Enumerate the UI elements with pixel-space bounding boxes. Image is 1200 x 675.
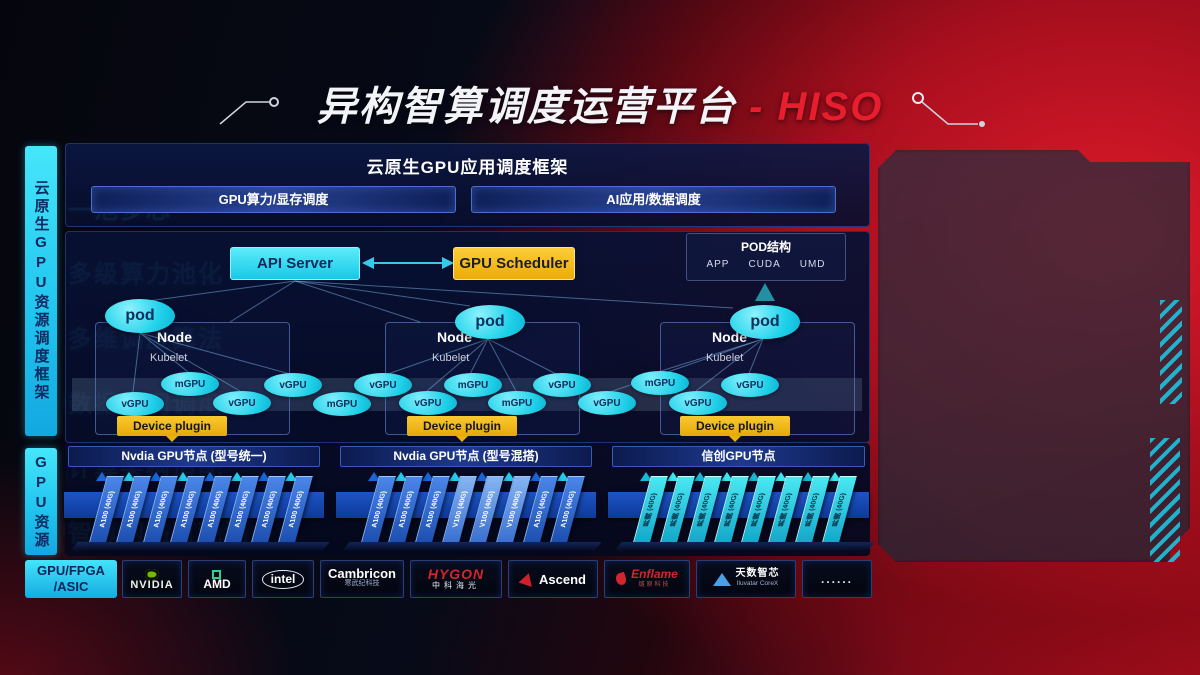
vendor-amd: AMD bbox=[188, 560, 246, 598]
gpu-cards-row-1: A100 (40G) A100 (40G) A100 (40G) A100 (4… bbox=[89, 476, 313, 542]
vgpu-ellipse: vGPU bbox=[721, 373, 779, 397]
vendor-cambricon: Cambricon 寒武纪科技 bbox=[320, 560, 404, 598]
vgpu-ellipse: vGPU bbox=[264, 373, 322, 397]
vendor-nvidia: NVIDIA bbox=[122, 560, 182, 598]
hazard-stripes-decoration bbox=[1160, 300, 1182, 404]
vendor-enflame: Enflame 燧原科技 bbox=[604, 560, 690, 598]
device-plugin-tag-2: Device plugin bbox=[407, 416, 517, 442]
ascend-icon bbox=[518, 571, 536, 587]
mgpu-ellipse: mGPU bbox=[631, 371, 689, 395]
node-label-1: Node bbox=[157, 329, 192, 345]
iluvatar-icon bbox=[712, 572, 731, 586]
rail-cloud-native-gpu-framework: 云原生GPU资源调度框架 bbox=[25, 146, 57, 436]
amd-icon bbox=[212, 569, 222, 579]
shelf-floor bbox=[342, 542, 602, 551]
circuit-decoration-right bbox=[912, 92, 985, 127]
shelf-floor bbox=[70, 542, 330, 551]
arrow-triangles-row bbox=[368, 472, 569, 481]
rail-gpu-resources: GPU资源 bbox=[25, 448, 57, 555]
vgpu-ellipse: vGPU bbox=[669, 391, 727, 415]
pod-structure-title: POD结构 bbox=[740, 240, 791, 254]
pod-struct-item-cuda: CUDA bbox=[748, 259, 781, 270]
mgpu-ellipse: mGPU bbox=[313, 392, 371, 416]
gpu-cards-row-2: A100 (40G) A100 (40G) A100 (40G) V100 (4… bbox=[361, 476, 585, 542]
vgpu-ellipse: vGPU bbox=[578, 391, 636, 415]
title-text: 异构智算调度运营平台 bbox=[316, 85, 737, 129]
device-plugin-tag-3: Device plugin bbox=[680, 416, 790, 442]
vendor-ascend: Ascend bbox=[508, 560, 598, 598]
feature-panel bbox=[878, 150, 1190, 562]
gpu-group-header-3: 信创GPU节点 bbox=[612, 446, 865, 467]
intel-icon: intel bbox=[261, 569, 305, 589]
mgpu-ellipse: mGPU bbox=[444, 373, 502, 397]
arrow-triangles-row bbox=[96, 472, 297, 481]
kubelet-label-1: Kubelet bbox=[150, 352, 188, 364]
mgpu-ellipse: mGPU bbox=[488, 391, 546, 415]
rail-top-label: 云原生GPU资源调度框架 bbox=[32, 180, 50, 402]
shelf-floor bbox=[614, 542, 875, 551]
app-panel-title: 云原生GPU应用调度框架 bbox=[366, 158, 569, 177]
gpu-group-header-2: Nvdia GPU节点 (型号混搭) bbox=[340, 446, 592, 467]
gpu-group-xinchuang: 信创GPU节点 昇腾 (40G) 昇腾 (40G) 昇腾 (40G) 昇腾 (4… bbox=[608, 446, 875, 554]
enflame-icon bbox=[614, 571, 628, 587]
arrow-triangles-row bbox=[640, 472, 841, 481]
vgpu-ellipse: vGPU bbox=[213, 391, 271, 415]
device-plugin-tag-1: Device plugin bbox=[117, 416, 227, 442]
vendor-more: ...... bbox=[802, 560, 872, 598]
pod-struct-item-umd: UMD bbox=[799, 259, 826, 270]
pod-ellipse-1: pod bbox=[105, 299, 175, 333]
vendor-intel: intel bbox=[252, 560, 314, 598]
pod-ellipse-3: pod bbox=[730, 305, 800, 339]
hazard-stripes-decoration bbox=[1150, 438, 1180, 562]
vgpu-ellipse: vGPU bbox=[533, 373, 591, 397]
gpu-group-nvidia-mixed: Nvdia GPU节点 (型号混搭) A100 (40G) A100 (40G)… bbox=[336, 446, 602, 554]
gpu-cards-row-3: 昇腾 (40G) 昇腾 (40G) 昇腾 (40G) 昇腾 (40G) 昇腾 (… bbox=[633, 476, 857, 542]
mgpu-ellipse: mGPU bbox=[161, 372, 219, 396]
gpu-fpga-asic-label: GPU/FPGA /ASIC bbox=[25, 560, 117, 598]
rail-bottom-label: GPU资源 bbox=[32, 453, 50, 550]
app-scheduling-panel: 云原生GPU应用调度框架 GPU算力/显存调度 AI应用/数据调度 bbox=[65, 143, 870, 227]
bar-gpu-compute-vram-scheduling: GPU算力/显存调度 bbox=[91, 186, 456, 213]
vendor-iluvatar: 天数智芯 Iluvatar CoreX bbox=[696, 560, 796, 598]
vgpu-ellipse: vGPU bbox=[106, 392, 164, 416]
pod-ellipse-2: pod bbox=[455, 305, 525, 339]
page-title: 异构智算调度运营平台 - HISO bbox=[0, 74, 1200, 132]
pod-structure-box: POD结构 APP CUDA UMD bbox=[686, 233, 846, 281]
api-server-box: API Server bbox=[230, 247, 360, 280]
gpu-scheduler-box: GPU Scheduler bbox=[453, 247, 575, 280]
gpu-group-header-1: Nvdia GPU节点 (型号统一) bbox=[68, 446, 320, 467]
vendor-hygon: HYGON 中科海光 bbox=[410, 560, 502, 598]
bar-ai-app-data-scheduling: AI应用/数据调度 bbox=[471, 186, 836, 213]
nvidia-icon bbox=[145, 568, 159, 580]
circuit-decoration-left bbox=[219, 97, 279, 125]
vendor-logo-row: NVIDIA AMD intel Cambricon 寒武纪科技 HYGON 中… bbox=[122, 560, 872, 598]
vgpu-ellipse: vGPU bbox=[354, 373, 412, 397]
kubelet-label-2: Kubelet bbox=[432, 352, 470, 364]
pod-struct-item-app: APP bbox=[706, 259, 730, 270]
gpu-group-nvidia-uniform: Nvdia GPU节点 (型号统一) A100 (40G) A100 (40G)… bbox=[64, 446, 330, 554]
title-accent: - HISO bbox=[749, 85, 884, 129]
vgpu-ellipse: vGPU bbox=[399, 391, 457, 415]
kubelet-label-3: Kubelet bbox=[706, 352, 744, 364]
